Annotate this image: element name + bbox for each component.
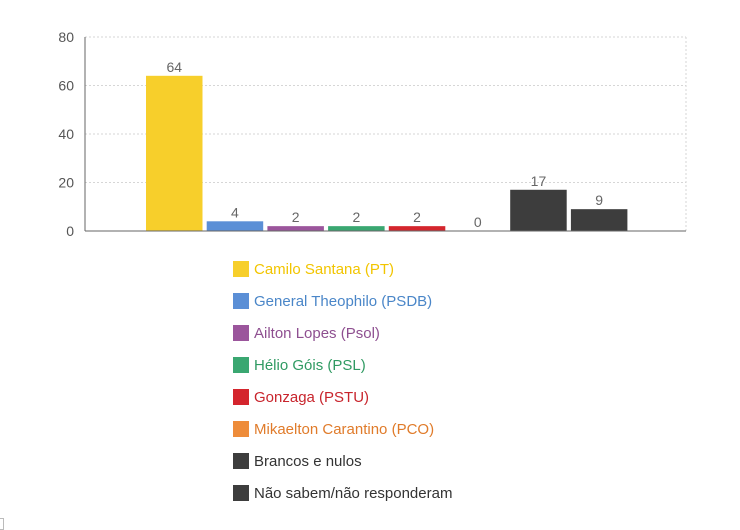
- bar-value-label: 2: [413, 209, 421, 225]
- y-axis-ticks: 0 20 40 60 80: [58, 29, 74, 239]
- bar-value-label: 2: [352, 209, 360, 225]
- legend-label: Camilo Santana (PT): [254, 260, 395, 278]
- legend: Camilo Santana (PT) General Theophilo (PS…: [233, 253, 452, 509]
- legend-swatch: [233, 325, 249, 341]
- axes: [84, 37, 686, 232]
- bar-value-label: 0: [474, 214, 482, 230]
- bar: [570, 209, 628, 231]
- bar-value-label: 64: [166, 59, 182, 75]
- legend-label: Brancos e nulos: [254, 452, 362, 470]
- legend-label: Gonzaga (PSTU): [254, 388, 370, 406]
- legend-swatch: [233, 357, 249, 373]
- legend-swatch: [233, 261, 249, 277]
- legend-item: Ailton Lopes (Psol): [233, 317, 452, 349]
- y-tick-label: 0: [66, 223, 74, 239]
- legend-swatch: [233, 421, 249, 437]
- legend-item: Não sabem/não responderam: [233, 477, 452, 509]
- bar-value-label: 2: [292, 209, 300, 225]
- legend-item: Brancos e nulos: [233, 445, 452, 477]
- legend-label: Hélio Góis (PSL): [254, 356, 366, 374]
- legend-item: Gonzaga (PSTU): [233, 381, 452, 413]
- legend-swatch: [233, 389, 249, 405]
- bar-value-label: 4: [231, 204, 239, 220]
- y-tick-label: 60: [58, 78, 74, 94]
- y-tick-label: 20: [58, 175, 74, 191]
- bar: [267, 226, 324, 231]
- bars: [146, 75, 628, 231]
- bar-value-label: 9: [595, 192, 603, 208]
- legend-label: Ailton Lopes (Psol): [254, 324, 380, 342]
- legend-swatch: [233, 293, 249, 309]
- legend-item: Hélio Góis (PSL): [233, 349, 452, 381]
- legend-label: Mikaelton Carantino (PCO): [254, 420, 435, 438]
- data-labels: 64 4 2 2 2 0 17 9: [166, 59, 603, 230]
- legend-label: General Theophilo (PSDB): [254, 292, 433, 310]
- bar: [510, 189, 567, 231]
- legend-item: General Theophilo (PSDB): [233, 285, 452, 317]
- legend-swatch: [233, 453, 249, 469]
- legend-swatch: [233, 485, 249, 501]
- legend-item: Mikaelton Carantino (PCO): [233, 413, 452, 445]
- y-tick-label: 80: [58, 29, 74, 45]
- bar: [328, 226, 385, 231]
- legend-label: Não sabem/não responderam: [254, 484, 453, 502]
- bar: [388, 226, 446, 231]
- bar: [146, 75, 203, 231]
- y-tick-label: 40: [58, 126, 74, 142]
- bar: [206, 221, 264, 231]
- bar-value-label: 17: [531, 173, 547, 189]
- corner-mark: [0, 518, 4, 530]
- legend-item: Camilo Santana (PT): [233, 253, 452, 285]
